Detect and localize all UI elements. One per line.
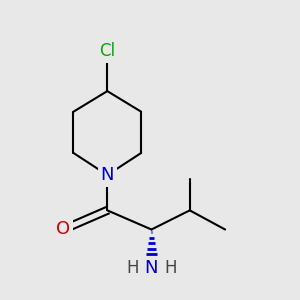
Text: H: H	[126, 259, 139, 277]
Text: Cl: Cl	[99, 42, 116, 60]
Text: N: N	[145, 259, 158, 277]
Text: N: N	[100, 166, 114, 184]
Text: O: O	[56, 220, 70, 238]
Text: H: H	[164, 259, 177, 277]
